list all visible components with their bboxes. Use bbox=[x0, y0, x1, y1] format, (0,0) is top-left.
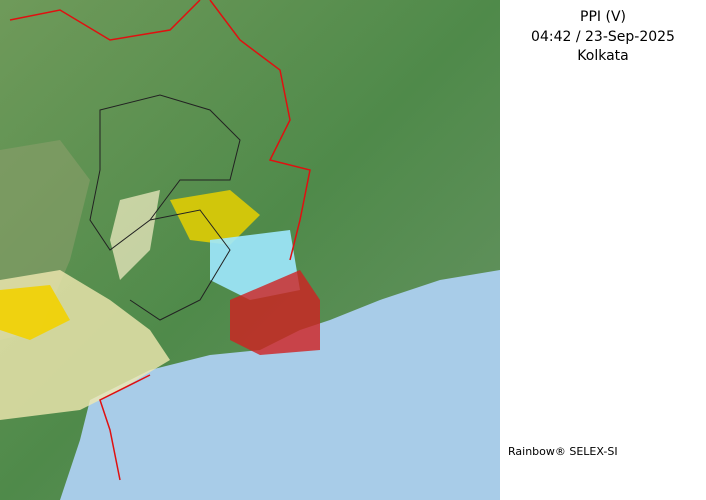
echo bbox=[0, 285, 70, 340]
border bbox=[9, 0, 311, 481]
datetime: 04:42 / 23-Sep-2025 bbox=[531, 29, 675, 45]
footer: Rainbow® SELEX-SI bbox=[508, 445, 618, 458]
echo bbox=[110, 190, 160, 280]
title: PPI (V) bbox=[580, 9, 626, 25]
info-panel: PPI (V) 04:42 / 23-Sep-2025 Kolkata Rain… bbox=[500, 0, 706, 500]
echo bbox=[230, 270, 320, 355]
map bbox=[0, 0, 500, 500]
echo bbox=[170, 190, 260, 245]
station: Kolkata bbox=[577, 48, 628, 64]
panel-background bbox=[500, 0, 706, 500]
sea bbox=[60, 270, 500, 500]
district-boundary bbox=[89, 94, 241, 321]
